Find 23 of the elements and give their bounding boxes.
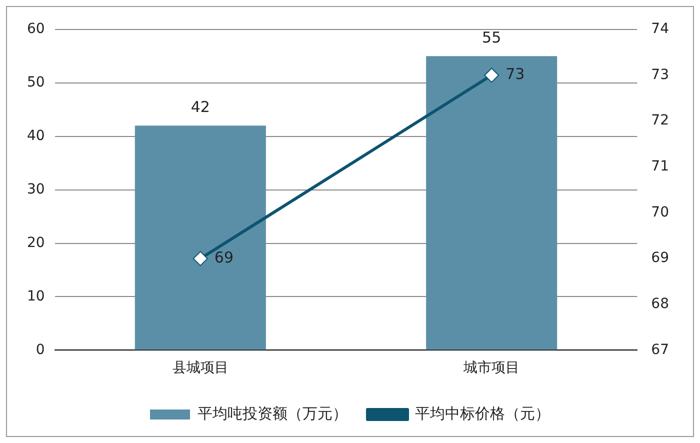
y2-tick-label: 74: [651, 21, 670, 38]
legend-label: 平均中标价格（元）: [415, 404, 550, 422]
y2-tick-label: 70: [651, 204, 670, 220]
y-tick-label: 20: [26, 234, 45, 251]
y-tick-label: 0: [36, 342, 45, 358]
y2-tick-label: 69: [651, 250, 670, 266]
y2-tick-label: 71: [651, 158, 670, 175]
legend-label: 平均吨投资额（万元）: [198, 404, 348, 422]
data-label: 55: [482, 28, 502, 47]
x-tick-label: 县城项目: [172, 360, 228, 376]
y2-tick-label: 72: [651, 112, 670, 129]
y2-tick-label: 67: [651, 342, 670, 358]
y2-tick-label: 73: [651, 66, 670, 83]
data-label: 42: [190, 98, 210, 116]
x-tick-label: 城市项目: [462, 360, 520, 376]
y-tick-label: 40: [26, 128, 45, 144]
y-tick-label: 50: [26, 74, 45, 91]
y2-tick-label: 68: [651, 296, 670, 312]
data-label: 73: [506, 65, 525, 84]
data-label: 69: [214, 248, 234, 266]
y-tick-label: 60: [26, 21, 45, 38]
y-tick-label: 30: [26, 181, 45, 198]
y-tick-label: 10: [26, 288, 45, 304]
